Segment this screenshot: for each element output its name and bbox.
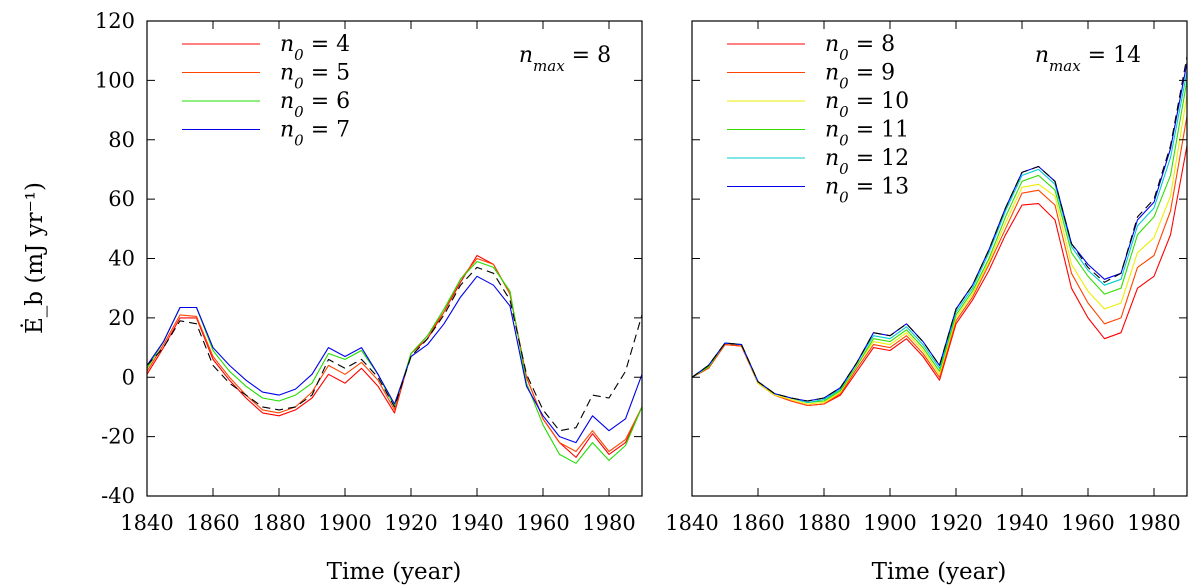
left-legend-label: n0 = 6 bbox=[280, 89, 350, 121]
left-legend-label: n0 = 4 bbox=[280, 32, 350, 64]
left-x-tick-label: 1860 bbox=[186, 511, 239, 535]
left-x-tick-label: 1880 bbox=[252, 511, 305, 535]
left-y-tick-label: 20 bbox=[108, 306, 135, 330]
right-legend-label: n0 = 11 bbox=[825, 118, 909, 150]
left-legend-label: n0 = 5 bbox=[280, 61, 350, 93]
left-legend: n0 = 4n0 = 5n0 = 6n0 = 7 bbox=[182, 32, 350, 150]
right-panel: 1840 1860 1880 1900 1920 1940 1960 1980 n0 = 8n… bbox=[665, 20, 1188, 585]
left-y-tick-label: -20 bbox=[101, 425, 135, 449]
left-series-dashed-reference bbox=[146, 266, 643, 432]
right-x-tick-label: 1880 bbox=[797, 511, 850, 535]
right-series-n-0-12 bbox=[691, 71, 1188, 404]
left-plot-area bbox=[146, 254, 643, 464]
left-ticks: 1840 1860 1880 1900 1920 1940 1960 1980 -40 -20 0 2… bbox=[95, 9, 642, 535]
left-y-tick-label: 60 bbox=[108, 187, 135, 211]
left-series-n-0-5 bbox=[146, 257, 643, 453]
left-y-tick-label: 100 bbox=[95, 68, 135, 92]
right-series-n-0-13 bbox=[691, 62, 1188, 402]
right-legend-label: n0 = 8 bbox=[825, 32, 895, 64]
left-y-axis-label: Ė_b (mJ yr⁻¹) bbox=[21, 182, 48, 334]
left-y-tick-label: 40 bbox=[108, 247, 135, 271]
left-y-tick-label: -40 bbox=[101, 484, 135, 508]
left-x-tick-label: 1900 bbox=[318, 511, 371, 535]
left-panel: 1840 1860 1880 1900 1920 1940 1960 1980 -40 -20 0 2… bbox=[21, 9, 643, 585]
left-series-n-0-6 bbox=[146, 260, 643, 464]
right-legend-label: n0 = 13 bbox=[825, 175, 909, 207]
left-y-tick-label: 0 bbox=[122, 365, 135, 389]
right-plot-area bbox=[691, 56, 1188, 407]
right-ticks: 1840 1860 1880 1900 1920 1940 1960 1980 bbox=[665, 20, 1187, 535]
right-plot-frame bbox=[691, 20, 1188, 497]
left-y-tick-label: 120 bbox=[95, 9, 135, 33]
right-x-tick-label: 1860 bbox=[731, 511, 784, 535]
right-legend-label: n0 = 9 bbox=[825, 61, 895, 93]
left-x-tick-label: 1840 bbox=[120, 511, 173, 535]
left-x-tick-label: 1920 bbox=[384, 511, 437, 535]
right-x-tick-label: 1920 bbox=[929, 511, 982, 535]
left-y-tick-label: 80 bbox=[108, 128, 135, 152]
right-x-tick-label: 1840 bbox=[665, 511, 718, 535]
right-legend-label: n0 = 10 bbox=[825, 89, 909, 121]
left-x-axis-label: Time (year) bbox=[327, 559, 462, 585]
right-x-tick-label: 1960 bbox=[1061, 511, 1114, 535]
left-plot-frame bbox=[146, 20, 643, 497]
left-x-tick-label: 1940 bbox=[450, 511, 503, 535]
right-series-dashed-reference bbox=[691, 56, 1188, 402]
right-series-n-0-10 bbox=[691, 95, 1188, 405]
right-x-tick-label: 1980 bbox=[1127, 511, 1180, 535]
right-legend-label: n0 = 12 bbox=[825, 146, 909, 178]
right-x-tick-label: 1900 bbox=[863, 511, 916, 535]
right-x-axis-label: Time (year) bbox=[872, 559, 1007, 585]
left-legend-label: n0 = 7 bbox=[280, 118, 350, 150]
left-annotation: nmax = 8 bbox=[519, 43, 611, 75]
right-series-n-0-11 bbox=[691, 80, 1188, 404]
right-series-n-0-9 bbox=[691, 115, 1188, 407]
left-series-n-0-7 bbox=[146, 275, 643, 444]
left-x-tick-label: 1980 bbox=[582, 511, 635, 535]
left-x-tick-label: 1960 bbox=[516, 511, 569, 535]
right-annotation: nmax = 14 bbox=[1035, 43, 1141, 75]
right-x-tick-label: 1940 bbox=[995, 511, 1048, 535]
